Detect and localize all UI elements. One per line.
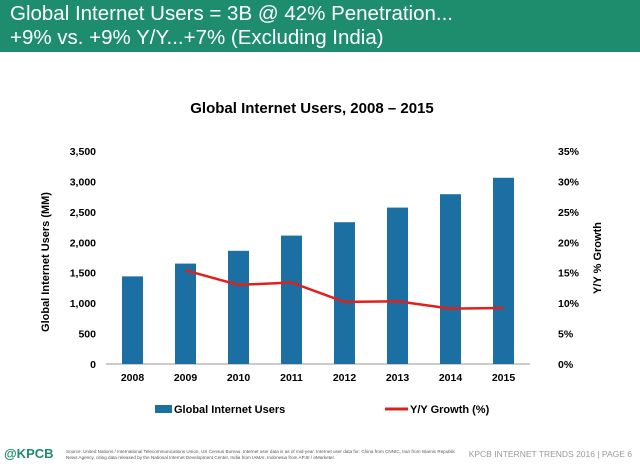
y-tick-label: 3,500 [70,146,96,158]
x-tick-label: 2008 [121,372,145,384]
y2-tick-label: 30% [558,176,580,188]
footer-page-label: KPCB INTERNET TRENDS 2016 | PAGE 6 [468,449,632,459]
bar-2008 [122,276,143,364]
slide-title-line-2: +9% vs. +9% Y/Y...+7% (Excluding India) [10,26,384,49]
y2-tick-label: 5% [558,329,574,341]
bar-2009 [175,263,196,364]
x-tick-label: 2009 [174,372,198,384]
legend-label-users: Global Internet Users [174,404,285,416]
bar-2010 [228,250,249,364]
y2-tick-label: 20% [558,237,580,249]
source-note: Source: United Nations / International T… [66,449,456,460]
x-tick-label: 2013 [386,372,410,384]
y2-axis-title: Y/Y % Growth [592,222,604,294]
plot-area: 0 500 1,000 1,500 2,000 2,500 3,000 3,500 0% 5% 10… [70,146,580,384]
x-tick-label: 2015 [492,372,516,384]
y-tick-label: 3,000 [70,176,96,188]
y2-tick-label: 25% [558,207,580,219]
slide-title-line-1: Global Internet Users = 3B @ 42% Penetra… [10,2,454,25]
legend-label-growth: Y/Y Growth (%) [410,404,490,416]
y-tick-label: 1,000 [70,298,96,310]
bar-2013 [387,207,408,364]
header-divider [0,52,640,55]
bar-2012 [334,222,355,364]
growth-line [185,269,504,310]
y-tick-label: 2,000 [70,237,96,249]
y2-tick-label: 15% [558,268,580,280]
kpcb-logo: @KPCB [4,446,54,461]
x-tick-label: 2012 [333,372,357,384]
x-tick-label: 2014 [439,372,463,384]
y2-tick-label: 10% [558,298,580,310]
y-tick-label: 2,500 [70,207,96,219]
x-tick-label: 2010 [227,372,251,384]
y-tick-label: 1,500 [70,268,96,280]
y2-tick-label: 0% [558,359,574,371]
y-axis-title: Global Internet Users (MM) [40,192,52,332]
bar-2011 [281,235,302,364]
chart-legend: Global Internet Users Y/Y Growth (%) [155,404,490,416]
slide-header: Global Internet Users = 3B @ 42% Penetra… [0,0,640,52]
y2-tick-label: 35% [558,146,580,158]
legend-swatch-users [155,405,172,413]
x-tick-label: 2011 [280,372,303,384]
chart-title: Global Internet Users, 2008 – 2015 [190,100,433,117]
bar-2015 [493,177,514,364]
y-tick-label: 500 [78,329,96,341]
bar-2014 [440,194,461,364]
y-tick-label: 0 [90,359,96,371]
